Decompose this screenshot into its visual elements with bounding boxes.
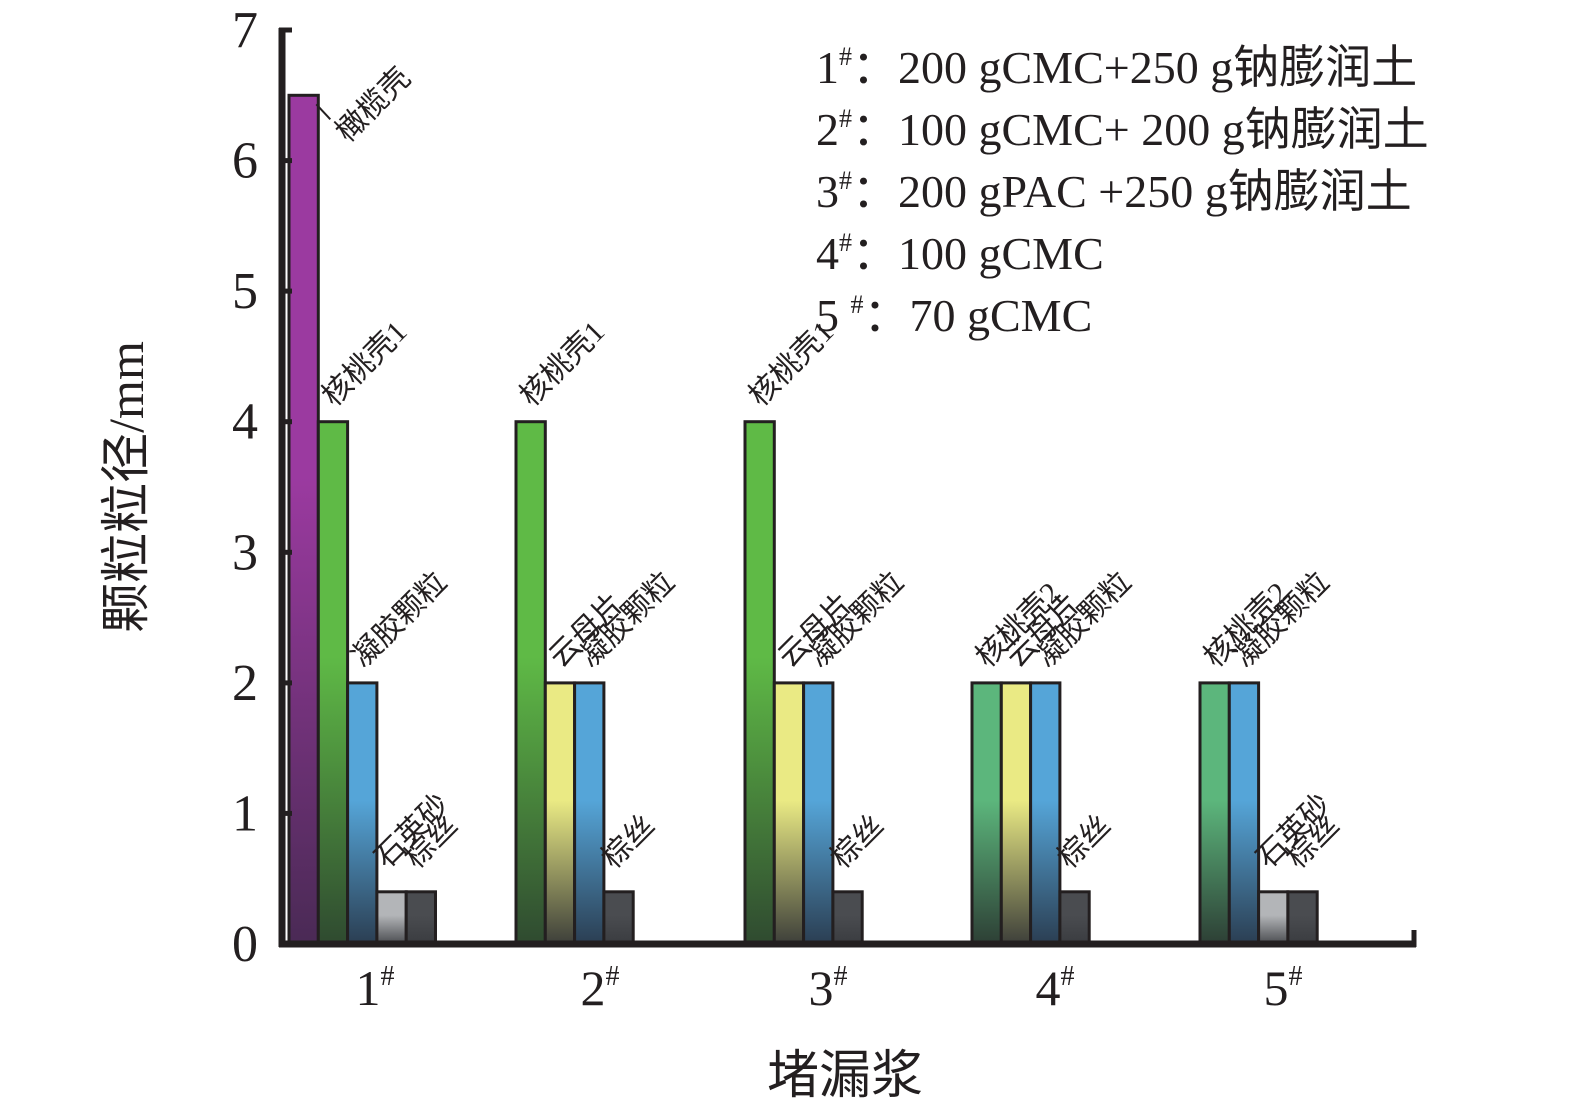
legend-entry: 2#：100 gCMC+ 200 g钠膨润土 — [816, 104, 1429, 155]
x-tick-label: 5# — [1264, 960, 1303, 1016]
x-tick-label: 1# — [356, 960, 395, 1016]
bar-mica — [543, 681, 577, 946]
y-tick-label: 1 — [232, 785, 258, 842]
legend-entry: 4#：100 gCMC — [816, 228, 1104, 279]
bar-walnut2 — [1198, 681, 1231, 946]
bar-walnut1 — [514, 420, 547, 946]
legend-entry: 3#：200 gPAC +250 g钠膨润土 — [816, 166, 1412, 217]
bar-palm — [404, 890, 438, 946]
bar-walnut2 — [970, 681, 1003, 946]
bar-group-3 — [743, 420, 864, 946]
y-tick-label: 2 — [232, 655, 258, 712]
y-tick-label: 4 — [232, 394, 258, 451]
legend-entry: 5 #：70 gCMC — [816, 290, 1092, 341]
bar-palm — [831, 890, 864, 946]
bars-layer — [287, 93, 1319, 946]
bar-olive — [287, 93, 320, 946]
x-ticks: 1# 2# 3# 4# 5# — [356, 960, 1303, 1016]
bar-quartz — [375, 890, 408, 946]
bar-label-gel: 凝胶颗粒 — [345, 566, 453, 674]
bar-label-olive: 橄榄壳 — [330, 61, 417, 148]
x-axis-label: 堵漏浆 — [767, 1048, 923, 1105]
bar-group-1 — [287, 93, 438, 946]
y-ticks: 0 1 2 3 4 5 6 7 — [232, 2, 292, 973]
bar-gel — [1227, 681, 1261, 946]
x-tick-label: 3# — [809, 960, 848, 1016]
axes — [278, 28, 1417, 948]
bar-mica — [772, 681, 806, 946]
bar-palm — [602, 890, 635, 946]
bar-gel — [802, 681, 835, 946]
x-tick-label: 2# — [581, 960, 620, 1016]
y-tick-label: 0 — [232, 916, 258, 973]
y-tick-label: 6 — [232, 133, 258, 190]
bar-quartz — [1257, 890, 1290, 946]
x-tick-label: 4# — [1036, 960, 1075, 1016]
bar-label-walnut1: 核桃壳1 — [316, 315, 414, 413]
legend: 1#：200 gCMC+250 g钠膨润土 2#：100 gCMC+ 200 g钠… — [816, 42, 1429, 341]
label-leader-line — [315, 103, 332, 120]
bar-gel — [573, 681, 606, 946]
bar-label-walnut1: 核桃壳1 — [514, 315, 612, 413]
y-tick-label: 3 — [232, 524, 258, 581]
y-axis-label: 颗粒粒径/mm — [98, 341, 154, 633]
bar-walnut1 — [743, 420, 776, 946]
y-tick-label: 5 — [232, 263, 258, 320]
bar-walnut1 — [316, 420, 350, 946]
bar-gel — [346, 681, 379, 946]
bar-gel — [1029, 681, 1062, 946]
y-tick-label: 7 — [232, 2, 258, 59]
bar-mica — [999, 681, 1033, 946]
legend-entry: 1#：200 gCMC+250 g钠膨润土 — [816, 42, 1417, 93]
bar-group-5 — [1198, 681, 1319, 946]
bar-palm — [1286, 890, 1319, 946]
bar-group-4 — [970, 681, 1091, 946]
bar-palm — [1058, 890, 1091, 946]
